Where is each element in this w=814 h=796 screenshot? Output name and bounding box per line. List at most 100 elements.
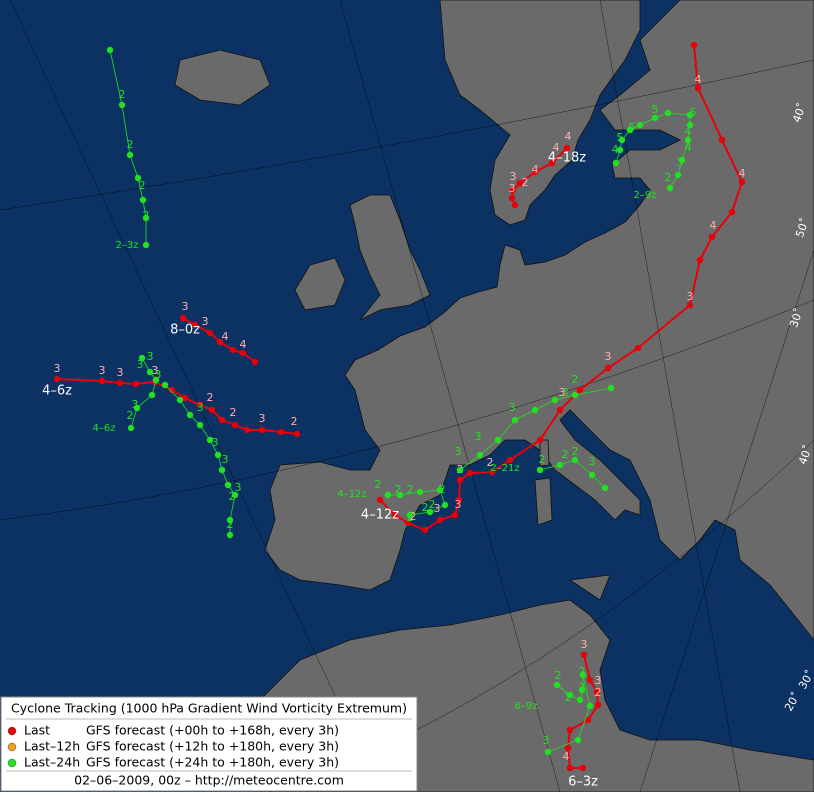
intensity-label: 3 bbox=[581, 638, 588, 651]
intensity-label: 3 bbox=[455, 498, 462, 511]
track-point bbox=[488, 468, 496, 476]
track-point bbox=[126, 151, 134, 159]
intensity-label: 2 bbox=[439, 483, 446, 496]
track-point bbox=[451, 511, 459, 519]
track-point bbox=[576, 696, 584, 704]
track-point bbox=[436, 486, 444, 494]
sicily bbox=[568, 574, 611, 601]
graticule-label: 30˚ bbox=[787, 306, 806, 329]
intensity-label: 4 bbox=[553, 141, 560, 154]
track-point bbox=[176, 396, 184, 404]
track-point bbox=[616, 146, 624, 154]
footer: 02–06–2009, 00z – http://meteocentre.com bbox=[74, 773, 344, 788]
track-point bbox=[636, 121, 644, 129]
legend-items: Last GFS forecast (+00h to +168h, every 3… bbox=[7, 723, 339, 770]
graticule-label: 50˚ bbox=[793, 216, 812, 239]
track-point bbox=[396, 491, 404, 499]
track-point bbox=[556, 406, 564, 414]
track-point bbox=[116, 379, 124, 387]
track-point bbox=[548, 159, 556, 167]
great-britain bbox=[349, 194, 431, 321]
track-point bbox=[584, 716, 592, 724]
track-time-label: 2–3z bbox=[116, 240, 139, 251]
track-time-label: 4–6z bbox=[93, 423, 116, 434]
track-point bbox=[571, 391, 579, 399]
track-point bbox=[634, 344, 642, 352]
tracks: 4442334–18z444333223324–12z33448–0z33332… bbox=[42, 41, 746, 790]
intensity-label: 4 bbox=[532, 163, 539, 176]
intensity-label: 2 bbox=[565, 691, 572, 704]
track-point bbox=[456, 476, 464, 484]
intensity-label: 2 bbox=[230, 406, 237, 419]
track-point bbox=[181, 394, 189, 402]
intensity-label: 4 bbox=[565, 130, 572, 143]
track-time-label: 2–9z bbox=[634, 190, 657, 201]
track-time-label: 6–9z bbox=[515, 701, 538, 712]
track-line bbox=[459, 387, 612, 471]
track-point bbox=[579, 764, 587, 772]
track-point bbox=[142, 241, 150, 249]
intensity-label: 2 bbox=[207, 391, 214, 404]
track-point bbox=[536, 466, 544, 474]
intensity-label: 2 bbox=[579, 681, 586, 694]
track-point bbox=[251, 358, 259, 366]
track-point bbox=[494, 436, 502, 444]
track-point bbox=[456, 466, 464, 474]
track-point bbox=[579, 671, 587, 679]
track-point bbox=[224, 481, 232, 489]
intensity-label: 2 bbox=[139, 179, 146, 192]
track-point bbox=[208, 406, 216, 414]
track-time-label: 4–18z bbox=[548, 151, 586, 166]
track-point bbox=[216, 338, 224, 346]
track-point bbox=[690, 41, 698, 49]
track-point bbox=[556, 461, 564, 469]
intensity-label: 3 bbox=[562, 386, 569, 399]
track-point bbox=[231, 491, 239, 499]
track-point bbox=[604, 364, 612, 372]
intensity-label: 4 bbox=[240, 338, 247, 351]
sardinia bbox=[534, 477, 553, 526]
track-point bbox=[607, 384, 615, 392]
track-point bbox=[293, 430, 301, 438]
track-point bbox=[146, 368, 154, 376]
track-point bbox=[578, 686, 586, 694]
intensity-label: 2 bbox=[291, 415, 298, 428]
track-point bbox=[509, 186, 517, 194]
track-point bbox=[179, 314, 187, 322]
track-point bbox=[426, 508, 434, 516]
track-point bbox=[738, 178, 746, 186]
graticule-line bbox=[9, 0, 381, 793]
track-point bbox=[404, 519, 412, 527]
track-time-label: 4–6z bbox=[42, 384, 72, 399]
track-point bbox=[536, 436, 544, 444]
intensity-label: 2 bbox=[229, 490, 236, 503]
track-point bbox=[218, 466, 226, 474]
intensity-label: 2 bbox=[562, 448, 569, 461]
intensity-label: 3 bbox=[589, 455, 596, 468]
graticule-line bbox=[339, 0, 561, 793]
track-point bbox=[127, 424, 135, 432]
track-point bbox=[678, 156, 686, 164]
intensity-label: 2 bbox=[127, 409, 134, 422]
track-time-label: 4–12z bbox=[337, 489, 366, 500]
track-point bbox=[406, 511, 414, 519]
track-point bbox=[553, 681, 561, 689]
track-point bbox=[231, 421, 239, 429]
legend-marker bbox=[7, 758, 17, 768]
track-point bbox=[651, 114, 659, 122]
track-point bbox=[53, 375, 61, 383]
intensity-label: 2 bbox=[227, 518, 234, 531]
track-point bbox=[506, 456, 514, 464]
track-time-label: 6–3z bbox=[568, 775, 598, 790]
track-point bbox=[511, 416, 519, 424]
intensity-label: 3 bbox=[677, 156, 684, 169]
intensity-label: 3 bbox=[132, 398, 139, 411]
track-point bbox=[206, 329, 214, 337]
intensity-label: 5 bbox=[690, 106, 697, 119]
intensity-label: 2 bbox=[579, 665, 586, 678]
intensity-label: 5 bbox=[617, 131, 624, 144]
intensity-label: 2 bbox=[375, 478, 382, 491]
intensity-label: 2 bbox=[539, 453, 546, 466]
intensity-label: 4 bbox=[685, 141, 692, 154]
track-point bbox=[466, 469, 474, 477]
